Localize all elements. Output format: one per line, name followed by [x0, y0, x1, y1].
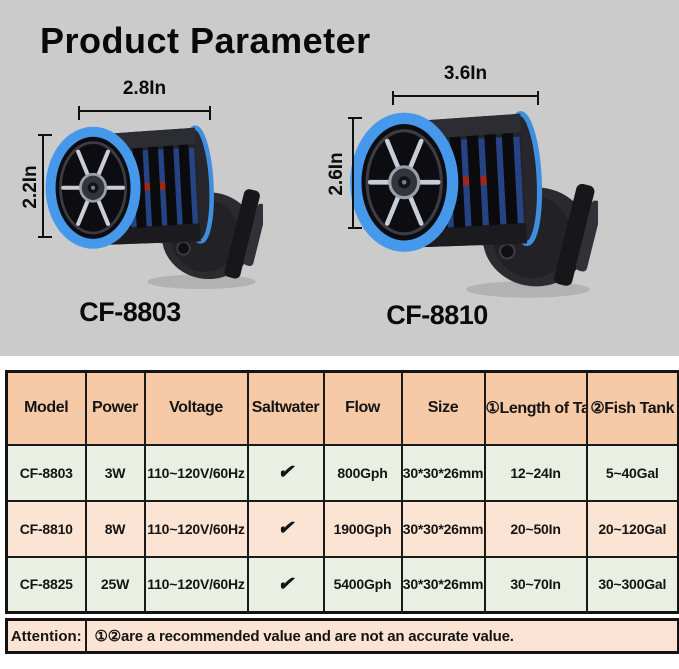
col-header-model: Model — [5, 370, 87, 446]
cell-flow: 5400Gph — [322, 555, 403, 614]
cell-size: 30*30*26mm — [400, 499, 486, 558]
attention-note: Attention: ①②are a recommended value and… — [5, 618, 679, 654]
cell-voltage: 110~120V/60Hz — [143, 555, 249, 614]
col-header-saltwater: Saltwater — [246, 370, 325, 446]
cell-model: CF-8825 — [5, 555, 87, 614]
dim-tick — [348, 117, 362, 119]
cell-power: 8W — [84, 499, 146, 558]
attention-text: ①②are a recommended value and are not an… — [84, 618, 679, 654]
dim-tick — [348, 227, 362, 229]
dim-tick — [537, 91, 539, 105]
dim-line-height-cf8803 — [38, 134, 52, 238]
cell-fish-tank: 20~120Gal — [585, 499, 679, 558]
wavemaker-pump-image-cf8810 — [330, 82, 598, 299]
table-row-cf8810: CF-8810 8W 110~120V/60Hz ✔ 1900Gph 30*30… — [5, 499, 679, 558]
dim-line-width-cf8810 — [392, 91, 539, 105]
dim-tick — [392, 91, 394, 105]
dim-width-cf8810: 3.6In — [443, 63, 488, 84]
cell-model: CF-8810 — [5, 499, 87, 558]
attention-row: Attention: ①②are a recommended value and… — [5, 618, 679, 654]
spec-table-header-row: Model Power Voltage Saltwater Flow Size … — [5, 370, 679, 446]
table-row-cf8825: CF-8825 25W 110~120V/60Hz ✔ 5400Gph 30*3… — [5, 555, 679, 614]
model-name-cf8810: CF-8810 — [386, 300, 488, 330]
cell-length-of-tank: 30~70In — [483, 555, 588, 614]
table-row-cf8803: CF-8803 3W 110~120V/60Hz ✔ 800Gph 30*30*… — [5, 443, 679, 502]
cell-voltage: 110~120V/60Hz — [143, 443, 249, 502]
product-hero-section: Product Parameter — [0, 0, 679, 356]
cell-voltage: 110~120V/60Hz — [143, 499, 249, 558]
page-title: Product Parameter — [40, 20, 371, 61]
spec-table-section: Model Power Voltage Saltwater Flow Size … — [5, 370, 679, 654]
dim-tick — [78, 106, 80, 120]
cell-size: 30*30*26mm — [400, 443, 486, 502]
saltwater-check-icon: ✔ — [246, 499, 325, 558]
saltwater-check-icon: ✔ — [246, 443, 325, 502]
spec-table: Model Power Voltage Saltwater Flow Size … — [5, 370, 679, 614]
cell-fish-tank: 30~300Gal — [585, 555, 679, 614]
dim-height-cf8803: 2.2In — [20, 165, 41, 209]
col-header-length-of-tank: ①Length of Tank — [483, 370, 588, 446]
dim-tick — [38, 236, 52, 238]
model-name-cf8803: CF-8803 — [79, 297, 181, 327]
cell-flow: 800Gph — [322, 443, 403, 502]
dim-line-width-cf8803 — [78, 106, 211, 120]
cell-flow: 1900Gph — [322, 499, 403, 558]
col-header-size: Size — [400, 370, 486, 446]
col-header-power: Power — [84, 370, 146, 446]
dim-line-height-cf8810 — [348, 117, 362, 229]
cell-size: 30*30*26mm — [400, 555, 486, 614]
col-header-voltage: Voltage — [143, 370, 249, 446]
dim-tick — [38, 134, 52, 136]
cell-power: 25W — [84, 555, 146, 614]
wavemaker-pump-image-cf8803 — [45, 125, 263, 289]
attention-label: Attention: — [5, 618, 87, 654]
dim-width-cf8803: 2.8In — [122, 78, 167, 99]
saltwater-check-icon: ✔ — [246, 555, 325, 614]
cell-model: CF-8803 — [5, 443, 87, 502]
cell-length-of-tank: 20~50In — [483, 499, 588, 558]
dim-tick — [209, 106, 211, 120]
col-header-flow: Flow — [322, 370, 403, 446]
col-header-fish-tank: ②Fish Tank — [585, 370, 679, 446]
dim-height-cf8810: 2.6In — [326, 152, 347, 196]
cell-length-of-tank: 12~24In — [483, 443, 588, 502]
cell-fish-tank: 5~40Gal — [585, 443, 679, 502]
cell-power: 3W — [84, 443, 146, 502]
